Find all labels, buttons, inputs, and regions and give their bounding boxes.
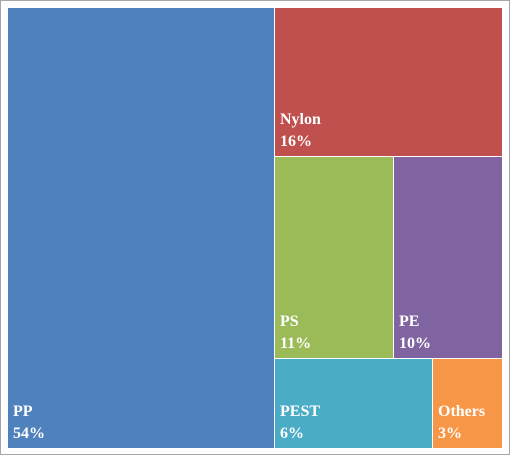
tile-value-nylon: 16% [280,133,312,150]
tile-value-others: 3% [438,425,462,442]
tile-pest [275,359,432,448]
tile-value-pest: 6% [280,425,304,442]
tile-name-pest: PEST [280,403,320,420]
tile-name-pp: PP [13,403,33,420]
tile-others [433,359,502,448]
tile-value-pe: 10% [399,335,431,352]
tile-name-ps: PS [280,313,299,330]
tile-name-nylon: Nylon [280,111,321,128]
tile-pp [8,8,274,448]
tile-value-pp: 54% [13,425,45,442]
tile-value-ps: 11% [280,335,311,352]
tile-nylon [275,8,502,156]
tile-name-others: Others [438,403,485,420]
treemap-tiles: PP 54% Nylon 16% PS 11% PE 10% PEST 6% Others 3% [8,8,502,448]
tile-pe [394,157,502,358]
tile-name-pe: PE [399,313,419,330]
tile-ps [275,157,393,358]
